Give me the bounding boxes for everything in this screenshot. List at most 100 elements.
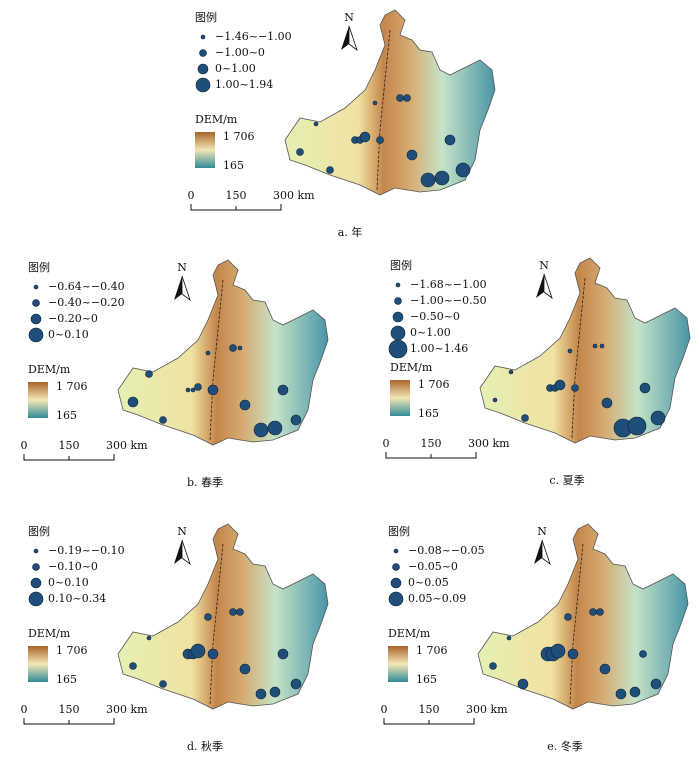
scale-label: 0 (383, 437, 390, 450)
legend-label: 0~0.05 (408, 576, 449, 589)
legend-label: −0.20~0 (48, 312, 98, 325)
legend-label: −1.68~−1.00 (410, 278, 487, 291)
north-arrow (174, 276, 182, 300)
legend-symbol (392, 311, 404, 323)
station (359, 131, 371, 143)
region (117, 523, 329, 710)
station (650, 410, 666, 426)
station (372, 100, 378, 106)
station (492, 397, 498, 403)
panel: 图例 −0.19~−0.10 −0.10~0 0~0.10 0.10~0.34 DEM/m… (21, 523, 329, 753)
region (117, 259, 329, 446)
legend-label: −0.10~0 (48, 560, 98, 573)
legend-label: −1.00~0 (215, 46, 265, 59)
station (550, 643, 566, 659)
scale-label: 150 (59, 439, 80, 452)
station (615, 688, 627, 700)
station (146, 635, 152, 641)
map (117, 259, 329, 446)
station (444, 134, 456, 146)
panel: 图例 −1.68~−1.00 −1.00~−0.50 −0.50~0 0~1.00 1.0… (383, 257, 691, 487)
caption: a. 年 (338, 225, 363, 239)
dem-min: 165 (223, 159, 244, 172)
station (571, 384, 579, 392)
legend-symbol (28, 591, 44, 607)
legend-symbol (199, 49, 207, 57)
dem-bar (28, 646, 48, 682)
scale-label: 0 (188, 189, 195, 202)
station (567, 348, 573, 354)
station (592, 343, 598, 349)
legend-symbol (394, 297, 402, 305)
station (517, 678, 529, 690)
dem-title: DEM/m (390, 361, 433, 374)
station (236, 608, 244, 616)
station (207, 648, 219, 660)
legend-symbol (200, 34, 206, 40)
dem-max: 1 706 (56, 380, 88, 393)
north-arrow (541, 539, 551, 566)
dem-bar (28, 382, 48, 418)
scale-label: 300 km (106, 703, 148, 716)
legend-symbol (388, 339, 408, 359)
station (639, 382, 651, 394)
north-arrow (181, 275, 191, 302)
station (277, 384, 289, 396)
north-label: N (177, 261, 187, 274)
station (639, 650, 647, 658)
dem-title: DEM/m (195, 113, 238, 126)
legend-symbol (195, 77, 211, 93)
legend-label: −0.40~−0.20 (48, 296, 125, 309)
scale-label: 300 km (466, 703, 508, 716)
map (117, 523, 329, 710)
caption: b. 春季 (187, 476, 223, 489)
dem-bar (388, 646, 408, 682)
station (434, 170, 450, 186)
station (599, 663, 611, 675)
scale-label: 300 km (468, 437, 510, 450)
scale-bar (23, 718, 115, 725)
station (376, 136, 384, 144)
dem-bar (390, 380, 410, 416)
dem-bar (195, 132, 215, 168)
legend-label: 1.00~1.94 (215, 78, 273, 91)
panel: 图例 −0.08~−0.05 −0.05~0 0~0.05 0.05~0.09 DEM/m… (381, 523, 689, 753)
station (269, 686, 281, 698)
station (554, 379, 566, 391)
scale-label: 0 (21, 703, 28, 716)
legend-symbol (30, 577, 42, 589)
dem-min: 165 (56, 673, 77, 686)
scale-label: 0 (21, 439, 28, 452)
legend-symbol (395, 282, 401, 288)
station (508, 369, 514, 375)
station (601, 397, 613, 409)
legend-symbol (32, 563, 40, 571)
station (290, 414, 302, 426)
station (159, 416, 167, 424)
station (599, 343, 605, 349)
station (489, 662, 497, 670)
legend-title: 图例 (28, 260, 50, 274)
legend-label: −0.50~0 (410, 310, 460, 323)
legend-title: 图例 (195, 10, 217, 24)
station (567, 648, 579, 660)
station (629, 686, 641, 698)
station (564, 613, 572, 621)
legend-symbol (390, 325, 406, 341)
dem-title: DEM/m (28, 363, 71, 376)
station (204, 613, 212, 621)
legend-symbol (28, 327, 44, 343)
dem-min: 165 (56, 409, 77, 422)
dem-max: 1 706 (418, 378, 450, 391)
station (253, 422, 269, 438)
dem-max: 1 706 (416, 644, 448, 657)
dem-max: 1 706 (223, 130, 255, 143)
legend-title: 图例 (390, 258, 412, 272)
station (521, 414, 529, 422)
map (284, 9, 496, 196)
legend-title: 图例 (388, 524, 410, 538)
north-arrow (543, 273, 553, 300)
station (296, 148, 304, 156)
station (596, 608, 604, 616)
station (190, 387, 196, 393)
